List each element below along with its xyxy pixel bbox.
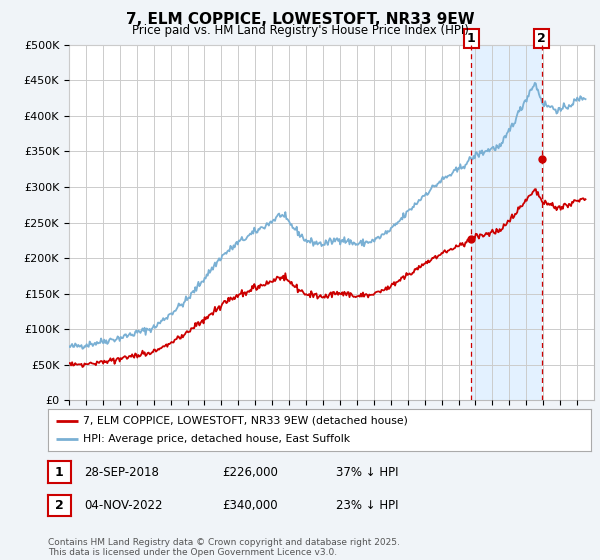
Bar bbox=[471, 45, 542, 400]
Text: 1: 1 bbox=[467, 32, 476, 45]
Text: 23% ↓ HPI: 23% ↓ HPI bbox=[336, 499, 398, 512]
Text: 04-NOV-2022: 04-NOV-2022 bbox=[84, 499, 163, 512]
Text: 28-SEP-2018: 28-SEP-2018 bbox=[84, 465, 159, 479]
Text: Price paid vs. HM Land Registry's House Price Index (HPI): Price paid vs. HM Land Registry's House … bbox=[131, 24, 469, 36]
Text: HPI: Average price, detached house, East Suffolk: HPI: Average price, detached house, East… bbox=[83, 434, 350, 444]
Text: Contains HM Land Registry data © Crown copyright and database right 2025.
This d: Contains HM Land Registry data © Crown c… bbox=[48, 538, 400, 557]
Text: 2: 2 bbox=[538, 32, 546, 45]
Text: 7, ELM COPPICE, LOWESTOFT, NR33 9EW: 7, ELM COPPICE, LOWESTOFT, NR33 9EW bbox=[125, 12, 475, 27]
Text: 1: 1 bbox=[55, 465, 64, 479]
Text: 37% ↓ HPI: 37% ↓ HPI bbox=[336, 465, 398, 479]
Text: £226,000: £226,000 bbox=[222, 465, 278, 479]
Text: 2: 2 bbox=[55, 499, 64, 512]
Text: 7, ELM COPPICE, LOWESTOFT, NR33 9EW (detached house): 7, ELM COPPICE, LOWESTOFT, NR33 9EW (det… bbox=[83, 416, 408, 426]
Text: £340,000: £340,000 bbox=[222, 499, 278, 512]
